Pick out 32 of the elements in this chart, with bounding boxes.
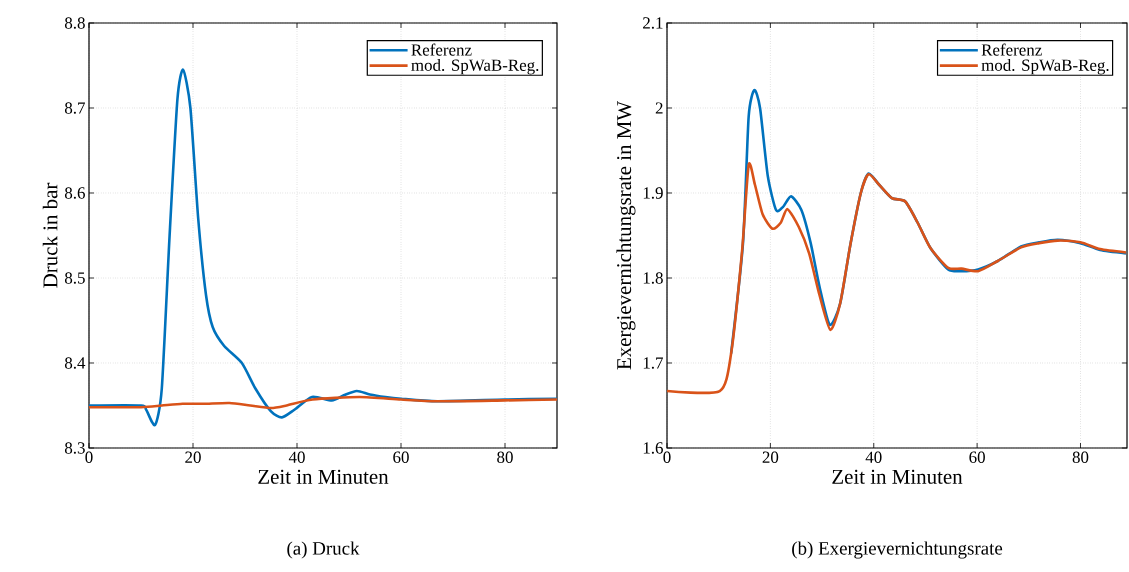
text: (a) Druck <box>287 541 360 559</box>
x-tick-label: 60 <box>393 451 409 463</box>
y-tick-label: 8.8 <box>64 17 85 29</box>
x-tick-label: 60 <box>969 451 985 463</box>
y-tick-label: 1.7 <box>643 357 663 369</box>
y-tick-label: 8.6 <box>64 187 85 199</box>
x-axis-title: Zeit in Minuten <box>832 469 963 484</box>
x-tick-label: 20 <box>185 451 201 463</box>
legend-label: Referenz <box>411 43 472 56</box>
y-axis-title: Exergievernichtungsrate in MW <box>616 100 636 370</box>
x-tick-label: 80 <box>1072 451 1089 463</box>
y-tick-label: 1.6 <box>643 442 663 454</box>
x-tick-label: 40 <box>288 451 305 463</box>
text: (b) Exergievernichtungsrate <box>792 541 1003 559</box>
y-tick-label: 8.7 <box>64 102 85 114</box>
y-tick-label: 8.5 <box>64 272 85 284</box>
legend-label: Referenz <box>981 43 1042 56</box>
y-tick-label: 8.4 <box>64 357 86 369</box>
y-tick-label: 2 <box>655 102 663 114</box>
y-tick-label: 8.3 <box>64 442 85 454</box>
y-tick-label: 1.8 <box>643 272 663 284</box>
x-tick-label: 0 <box>85 451 93 463</box>
x-tick-label: 80 <box>497 451 513 463</box>
legend-label: mod. SpWaB-Reg. <box>981 58 1109 75</box>
x-tick-label: 0 <box>663 451 671 463</box>
x-tick-label: 40 <box>865 451 882 463</box>
x-axis-title: Zeit in Minuten <box>258 469 389 484</box>
x-tick-label: 20 <box>762 451 779 463</box>
legend-label: mod. SpWaB-Reg. <box>411 58 539 75</box>
y-tick-label: 1.9 <box>643 187 663 199</box>
y-axis-title: Druck in bar <box>42 182 58 288</box>
y-tick-label: 2.1 <box>643 17 663 29</box>
